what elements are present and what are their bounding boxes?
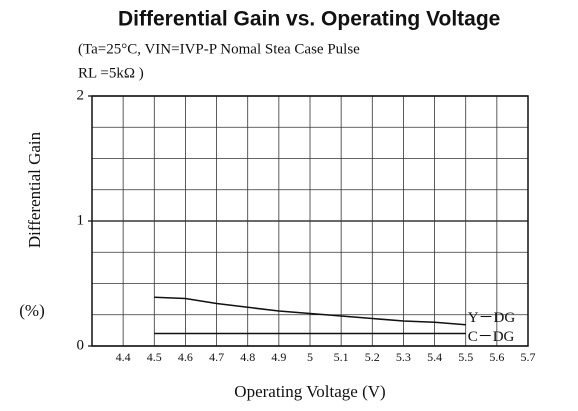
x-tick-label: 4.6: [178, 350, 193, 364]
y-tick-label: 1: [77, 212, 85, 228]
x-tick-label: 5.4: [427, 350, 442, 364]
subtitle: (Ta=25°C, VIN=IVP-P Nomal Stea Case Puls…: [78, 41, 360, 57]
x-tick-label: 5.7: [521, 350, 536, 364]
x-tick-label: 4.8: [240, 350, 255, 364]
x-tick-label: 4.7: [209, 350, 224, 364]
data-line: [154, 296, 466, 326]
subtitle: RL =5kΩ ): [78, 65, 144, 81]
x-axis-label: Operating Voltage (V): [234, 382, 385, 401]
x-tick-label: 5: [307, 350, 313, 364]
x-tick-label: 4.9: [271, 350, 286, 364]
chart-title: Differential Gain vs. Operating Voltage: [118, 8, 500, 31]
x-tick-label: 5.6: [489, 350, 504, 364]
y-axis-label: Differential Gain: [25, 131, 44, 248]
x-tick-label: 5.5: [458, 350, 473, 364]
y-unit: (%): [19, 301, 44, 320]
y-tick-label: 0: [77, 337, 85, 353]
plot-frame: [91, 95, 529, 347]
series-label: Y－DG: [468, 310, 516, 326]
y-tick-label: 2: [77, 87, 85, 103]
x-tick-label: 4.5: [147, 350, 162, 364]
series-label: C－DG: [468, 329, 515, 345]
x-tick-label: 5.3: [396, 350, 411, 364]
x-tick-label: 5.2: [365, 350, 380, 364]
x-tick-label: 5.1: [334, 350, 349, 364]
x-tick-label: 4.4: [116, 350, 131, 364]
